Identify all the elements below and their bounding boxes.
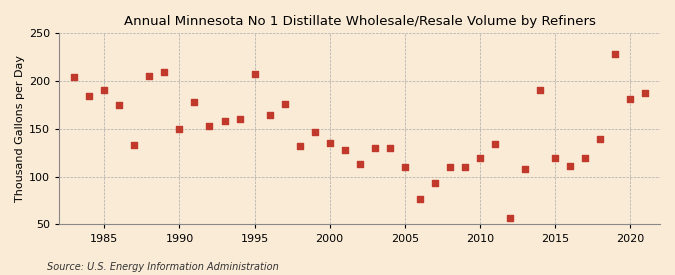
Point bbox=[159, 69, 170, 74]
Point bbox=[294, 144, 305, 148]
Point bbox=[535, 87, 545, 92]
Point bbox=[475, 155, 485, 160]
Point bbox=[460, 165, 470, 169]
Point bbox=[204, 124, 215, 128]
Point bbox=[354, 162, 365, 166]
Point bbox=[624, 97, 635, 101]
Point bbox=[99, 87, 110, 92]
Point bbox=[114, 103, 125, 107]
Point bbox=[174, 127, 185, 131]
Point bbox=[189, 100, 200, 104]
Point bbox=[279, 102, 290, 106]
Point bbox=[69, 75, 80, 79]
Point bbox=[400, 165, 410, 169]
Point bbox=[444, 165, 455, 169]
Point bbox=[129, 143, 140, 147]
Point bbox=[309, 130, 320, 134]
Text: Source: U.S. Energy Information Administration: Source: U.S. Energy Information Administ… bbox=[47, 262, 279, 272]
Point bbox=[489, 142, 500, 146]
Point bbox=[549, 155, 560, 160]
Point bbox=[234, 117, 245, 122]
Point bbox=[504, 216, 515, 220]
Point bbox=[340, 148, 350, 152]
Point bbox=[429, 181, 440, 186]
Point bbox=[520, 167, 531, 171]
Point bbox=[264, 112, 275, 117]
Point bbox=[324, 141, 335, 145]
Point bbox=[640, 90, 651, 95]
Point bbox=[219, 119, 230, 123]
Point bbox=[595, 137, 605, 142]
Point bbox=[249, 72, 260, 77]
Title: Annual Minnesota No 1 Distillate Wholesale/Resale Volume by Refiners: Annual Minnesota No 1 Distillate Wholesa… bbox=[124, 15, 595, 28]
Point bbox=[414, 196, 425, 201]
Point bbox=[564, 164, 575, 168]
Y-axis label: Thousand Gallons per Day: Thousand Gallons per Day bbox=[15, 55, 25, 202]
Point bbox=[610, 52, 620, 57]
Point bbox=[580, 155, 591, 160]
Point bbox=[369, 146, 380, 150]
Point bbox=[384, 146, 395, 150]
Point bbox=[144, 74, 155, 79]
Point bbox=[84, 94, 95, 99]
